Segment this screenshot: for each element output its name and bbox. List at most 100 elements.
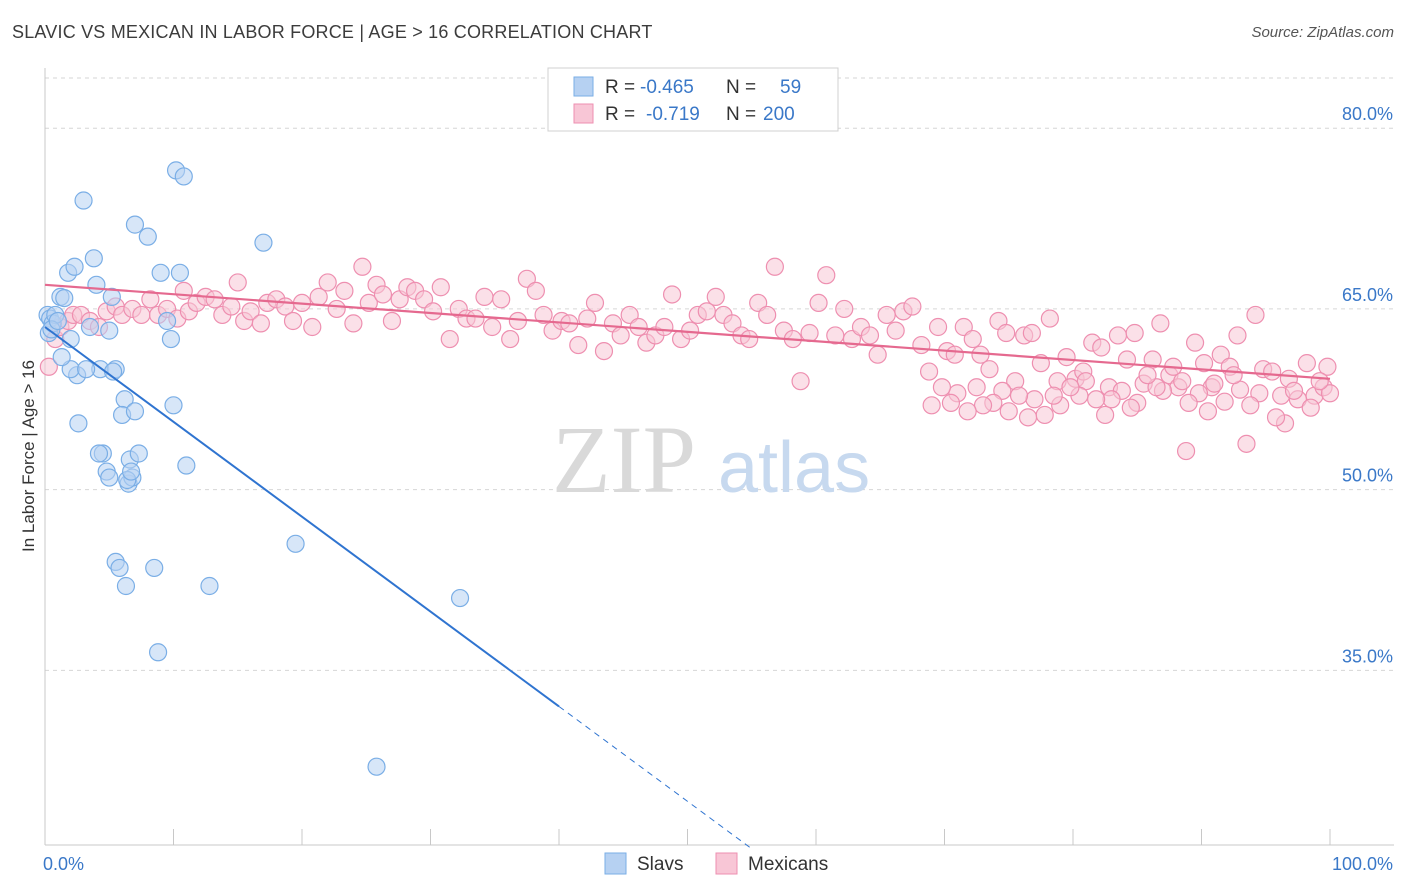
mexicans-n-label: N = bbox=[726, 104, 756, 125]
y-tick-label: 65.0% bbox=[1342, 285, 1393, 305]
mexicans-point bbox=[1224, 366, 1243, 385]
mexicans-point bbox=[835, 299, 854, 319]
mexicans-point bbox=[993, 381, 1012, 400]
mexicans-point bbox=[963, 329, 982, 349]
mexicans-point bbox=[1215, 392, 1234, 411]
mexicans-point bbox=[492, 290, 511, 309]
slavs-points bbox=[38, 161, 470, 776]
mexicans-point bbox=[132, 305, 151, 325]
slavs-point bbox=[100, 321, 119, 340]
slavs-point bbox=[80, 317, 100, 337]
mexicans-point bbox=[318, 273, 337, 292]
mexicans-point bbox=[1151, 314, 1170, 333]
slavs-point bbox=[74, 191, 93, 210]
mexicans-point bbox=[945, 345, 964, 364]
mexicans-point bbox=[1205, 374, 1224, 393]
slavs-point bbox=[286, 534, 305, 553]
mexicans-point bbox=[932, 378, 952, 397]
mexicans-point bbox=[1266, 408, 1286, 427]
slavs-point bbox=[450, 588, 470, 608]
mexicans-point bbox=[749, 293, 768, 313]
mexicans-point bbox=[967, 378, 986, 397]
mexicans-point bbox=[1320, 384, 1340, 403]
mexicans-point bbox=[817, 266, 836, 285]
slavs-point bbox=[200, 576, 219, 596]
mexicans-point bbox=[353, 257, 372, 276]
slavs-point bbox=[254, 233, 273, 252]
mexicans-point bbox=[1102, 390, 1121, 409]
mexicans-point bbox=[475, 287, 494, 306]
mexicans-point bbox=[1121, 398, 1140, 417]
mexicans-point bbox=[655, 317, 674, 337]
mexicans-point bbox=[1179, 393, 1198, 412]
mexicans-point bbox=[174, 281, 193, 300]
mexicans-point bbox=[922, 396, 941, 415]
mexicans-point bbox=[1044, 386, 1063, 405]
mexicans-point bbox=[483, 317, 502, 337]
series-legend: Slavs Mexicans bbox=[604, 852, 828, 875]
x-tick-label: 100.0% bbox=[1332, 854, 1393, 874]
watermark-atlas: atlas bbox=[718, 428, 870, 508]
slavs-point bbox=[367, 757, 386, 776]
mexicans-point bbox=[868, 345, 887, 364]
mexicans-point bbox=[1040, 309, 1059, 328]
mexicans-point bbox=[886, 321, 905, 340]
mexicans-point bbox=[980, 360, 999, 379]
slavs-r-label: R = bbox=[605, 77, 635, 98]
mexicans-point bbox=[877, 305, 896, 325]
legend-slavs-label: Slavs bbox=[637, 854, 683, 875]
slavs-n-value: 59 bbox=[780, 77, 801, 98]
mexicans-point bbox=[1241, 396, 1260, 415]
mexicans-point bbox=[1228, 326, 1247, 345]
mexicans-point bbox=[973, 396, 993, 415]
slavs-point bbox=[100, 468, 119, 487]
mexicans-point bbox=[800, 323, 819, 343]
axes bbox=[44, 68, 1394, 846]
mexicans-point bbox=[594, 341, 614, 361]
mexicans-point bbox=[1250, 384, 1269, 403]
mexicans-point bbox=[791, 372, 810, 391]
mexicans-point bbox=[431, 278, 450, 297]
slavs-point bbox=[69, 414, 88, 433]
legend-slavs-swatch bbox=[604, 852, 627, 875]
mexicans-point bbox=[526, 281, 545, 300]
mexicans-point bbox=[423, 302, 443, 321]
mexicans-point bbox=[241, 302, 260, 321]
stats-legend: R = -0.465 N = 59 R = -0.719 N = 200 bbox=[547, 67, 839, 132]
y-tick-label: 50.0% bbox=[1342, 466, 1393, 486]
mexicans-point bbox=[809, 293, 828, 313]
slavs-point bbox=[48, 311, 67, 331]
mexicans-point bbox=[1246, 305, 1265, 325]
slavs-point bbox=[125, 215, 145, 234]
x-tick-label: 0.0% bbox=[43, 854, 84, 874]
mexicans-point bbox=[1092, 338, 1111, 357]
mexicans-point bbox=[569, 335, 588, 355]
slavs-point bbox=[87, 275, 106, 294]
mexicans-point bbox=[903, 297, 922, 316]
mexicans-point bbox=[723, 314, 742, 333]
mexicans-point bbox=[1185, 333, 1205, 352]
mexicans-point bbox=[1108, 326, 1128, 345]
mexicans-point bbox=[414, 290, 434, 309]
slavs-point bbox=[145, 558, 164, 578]
mexicans-point bbox=[141, 290, 160, 309]
mexicans-point bbox=[758, 305, 777, 325]
y-tick-labels: 80.0% 65.0% 50.0% 35.0% bbox=[1342, 104, 1393, 666]
slavs-point bbox=[164, 396, 183, 415]
slavs-point bbox=[170, 263, 190, 282]
slavs-point bbox=[84, 249, 103, 268]
mexicans-point bbox=[1125, 323, 1144, 343]
stats-legend-box bbox=[547, 67, 839, 132]
mexicans-point bbox=[205, 290, 224, 309]
mexicans-point bbox=[501, 329, 520, 349]
mexicans-point bbox=[440, 329, 459, 349]
slavs-point bbox=[161, 329, 181, 349]
slavs-point bbox=[110, 558, 129, 578]
slavs-point bbox=[151, 263, 170, 282]
mexicans-point bbox=[251, 314, 270, 333]
mexicans-point bbox=[344, 314, 363, 333]
mexicans-point bbox=[1310, 372, 1329, 391]
slavs-point bbox=[129, 444, 148, 463]
mexicans-point bbox=[912, 335, 931, 355]
